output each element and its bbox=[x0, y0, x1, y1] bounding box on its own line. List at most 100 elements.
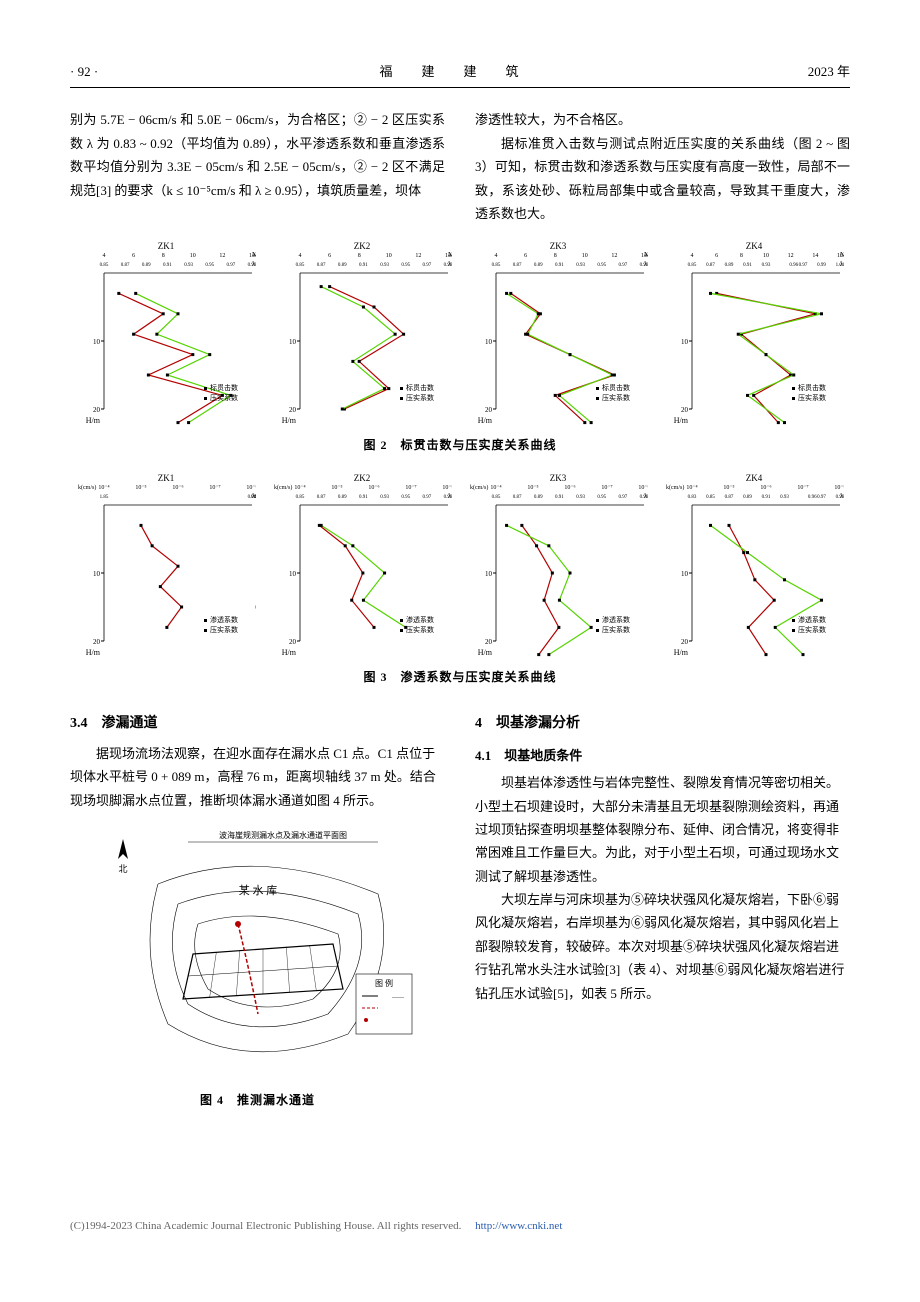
svg-text:10⁻⁶: 10⁻⁶ bbox=[564, 485, 575, 491]
cnki-link[interactable]: http://www.cnki.net bbox=[475, 1220, 562, 1232]
svg-text:10: 10 bbox=[582, 253, 588, 259]
svg-text:ZK2: ZK2 bbox=[354, 241, 371, 251]
svg-text:8: 8 bbox=[162, 253, 165, 259]
svg-text:10⁻⁴: 10⁻⁴ bbox=[98, 485, 109, 491]
svg-text:λ: λ bbox=[644, 260, 648, 268]
svg-text:10⁻⁵: 10⁻⁵ bbox=[723, 485, 734, 491]
svg-text:0.95: 0.95 bbox=[401, 263, 410, 268]
svg-text:20: 20 bbox=[485, 406, 493, 414]
svg-text:N(击): N(击) bbox=[252, 250, 256, 259]
svg-text:ZK2: ZK2 bbox=[354, 473, 371, 483]
svg-text:10: 10 bbox=[681, 570, 689, 578]
page-number: · 92 · bbox=[70, 60, 98, 83]
svg-text:λ: λ bbox=[252, 260, 256, 268]
svg-text:渗透系数: 渗透系数 bbox=[210, 615, 238, 624]
svg-text:0.83: 0.83 bbox=[688, 495, 697, 500]
figure-3-caption: 图 3 渗透系数与压实度关系曲线 bbox=[70, 667, 850, 689]
svg-text:0.85: 0.85 bbox=[688, 263, 697, 268]
svg-text:12: 12 bbox=[415, 253, 421, 259]
svg-text:10: 10 bbox=[386, 253, 392, 259]
svg-text:10⁻⁵: 10⁻⁵ bbox=[331, 485, 342, 491]
svg-text:0.97: 0.97 bbox=[817, 495, 826, 500]
top-right-para-2: 据标准贯入击数与测试点附近压实度的关系曲线（图 2 ~ 图 3）可知，标贯击数和… bbox=[475, 132, 850, 226]
svg-text:0.97: 0.97 bbox=[618, 495, 627, 500]
page-header: · 92 · 福 建 建 筑 2023 年 bbox=[70, 60, 850, 88]
svg-text:压实系数: 压实系数 bbox=[602, 393, 630, 402]
svg-text:0.87: 0.87 bbox=[513, 495, 522, 500]
svg-text:λ: λ bbox=[840, 260, 844, 268]
year-label: 2023 年 bbox=[808, 60, 850, 83]
svg-text:k(cm/s): k(cm/s) bbox=[78, 484, 96, 491]
svg-text:压实系数: 压实系数 bbox=[210, 393, 238, 402]
svg-text:0.97: 0.97 bbox=[422, 263, 431, 268]
svg-text:8: 8 bbox=[554, 253, 557, 259]
svg-text:压实系数: 压实系数 bbox=[798, 625, 826, 634]
svg-text:0.87: 0.87 bbox=[317, 263, 326, 268]
svg-text:4: 4 bbox=[691, 253, 694, 259]
svg-text:4: 4 bbox=[495, 253, 498, 259]
svg-text:0.97: 0.97 bbox=[226, 263, 235, 268]
svg-text:20: 20 bbox=[485, 638, 493, 646]
svg-text:1.85: 1.85 bbox=[100, 495, 109, 500]
svg-text:压实系数: 压实系数 bbox=[210, 625, 238, 634]
svg-text:20: 20 bbox=[93, 406, 101, 414]
svg-text:0.93: 0.93 bbox=[380, 495, 389, 500]
svg-text:0.95: 0.95 bbox=[597, 495, 606, 500]
svg-text:0.95: 0.95 bbox=[205, 263, 214, 268]
svg-text:6: 6 bbox=[132, 253, 135, 259]
svg-text:0.96: 0.96 bbox=[789, 263, 798, 268]
svg-text:0.91: 0.91 bbox=[762, 495, 771, 500]
svg-text:10⁻⁵: 10⁻⁵ bbox=[135, 485, 146, 491]
svg-text:北: 北 bbox=[118, 864, 127, 874]
svg-text:10: 10 bbox=[289, 570, 297, 578]
svg-text:0.95: 0.95 bbox=[597, 263, 606, 268]
svg-text:标贯击数: 标贯击数 bbox=[798, 383, 826, 392]
svg-text:20: 20 bbox=[289, 406, 297, 414]
svg-text:12: 12 bbox=[611, 253, 617, 259]
svg-text:0.85: 0.85 bbox=[492, 263, 501, 268]
svg-text:10⁻⁸: 10⁻⁸ bbox=[442, 485, 452, 491]
svg-text:0.85: 0.85 bbox=[100, 263, 109, 268]
svg-text:λ: λ bbox=[644, 492, 648, 500]
svg-text:4: 4 bbox=[103, 253, 106, 259]
svg-text:λ: λ bbox=[448, 492, 452, 500]
svg-text:10⁻⁴: 10⁻⁴ bbox=[294, 485, 305, 491]
svg-text:6: 6 bbox=[524, 253, 527, 259]
svg-text:10: 10 bbox=[763, 253, 769, 259]
svg-text:20: 20 bbox=[93, 638, 101, 646]
sec-3-4-p1: 据现场流场法观察，在迎水面存在漏水点 C1 点。C1 点位于坝体水平桩号 0 +… bbox=[70, 742, 445, 812]
page-footer: (C)1994-2023 China Academic Journal Elec… bbox=[70, 1217, 850, 1237]
journal-title: 福 建 建 筑 bbox=[379, 60, 526, 83]
svg-text:0.91: 0.91 bbox=[743, 263, 752, 268]
svg-text:ZK3: ZK3 bbox=[550, 241, 567, 251]
svg-text:压实系数: 压实系数 bbox=[798, 393, 826, 402]
svg-text:4: 4 bbox=[299, 253, 302, 259]
figure-2: ZK1468101214N(击)0.850.870.890.910.930.95… bbox=[70, 239, 850, 457]
svg-text:10⁻⁴: 10⁻⁴ bbox=[490, 485, 501, 491]
svg-text:10: 10 bbox=[190, 253, 196, 259]
svg-text:H/m: H/m bbox=[674, 648, 689, 657]
svg-text:图 例: 图 例 bbox=[375, 978, 393, 988]
svg-text:0.93: 0.93 bbox=[380, 263, 389, 268]
svg-text:10: 10 bbox=[681, 338, 689, 346]
svg-text:渗透系数: 渗透系数 bbox=[406, 615, 434, 624]
svg-text:8: 8 bbox=[740, 253, 743, 259]
top-right-para-1: 渗透性较大，为不合格区。 bbox=[475, 108, 850, 131]
svg-text:12: 12 bbox=[219, 253, 225, 259]
svg-text:k(cm/s): k(cm/s) bbox=[470, 484, 488, 491]
svg-text:0.89: 0.89 bbox=[725, 263, 734, 268]
svg-text:10⁻⁶: 10⁻⁶ bbox=[760, 485, 771, 491]
svg-text:标贯击数: 标贯击数 bbox=[210, 383, 238, 392]
svg-text:20: 20 bbox=[681, 638, 689, 646]
svg-text:0.91: 0.91 bbox=[555, 495, 564, 500]
svg-text:0.85: 0.85 bbox=[296, 263, 305, 268]
svg-text:8: 8 bbox=[358, 253, 361, 259]
svg-text:H/m: H/m bbox=[478, 648, 493, 657]
svg-text:k(cm/s): k(cm/s) bbox=[274, 484, 292, 491]
figure-2-caption: 图 2 标贯击数与压实度关系曲线 bbox=[70, 435, 850, 457]
copyright-text: (C)1994-2023 China Academic Journal Elec… bbox=[70, 1220, 461, 1232]
svg-text:λ: λ bbox=[840, 492, 844, 500]
svg-text:10⁻⁷: 10⁻⁷ bbox=[405, 485, 416, 491]
svg-text:10⁻⁶: 10⁻⁶ bbox=[172, 485, 183, 491]
svg-text:标贯击数: 标贯击数 bbox=[602, 383, 630, 392]
